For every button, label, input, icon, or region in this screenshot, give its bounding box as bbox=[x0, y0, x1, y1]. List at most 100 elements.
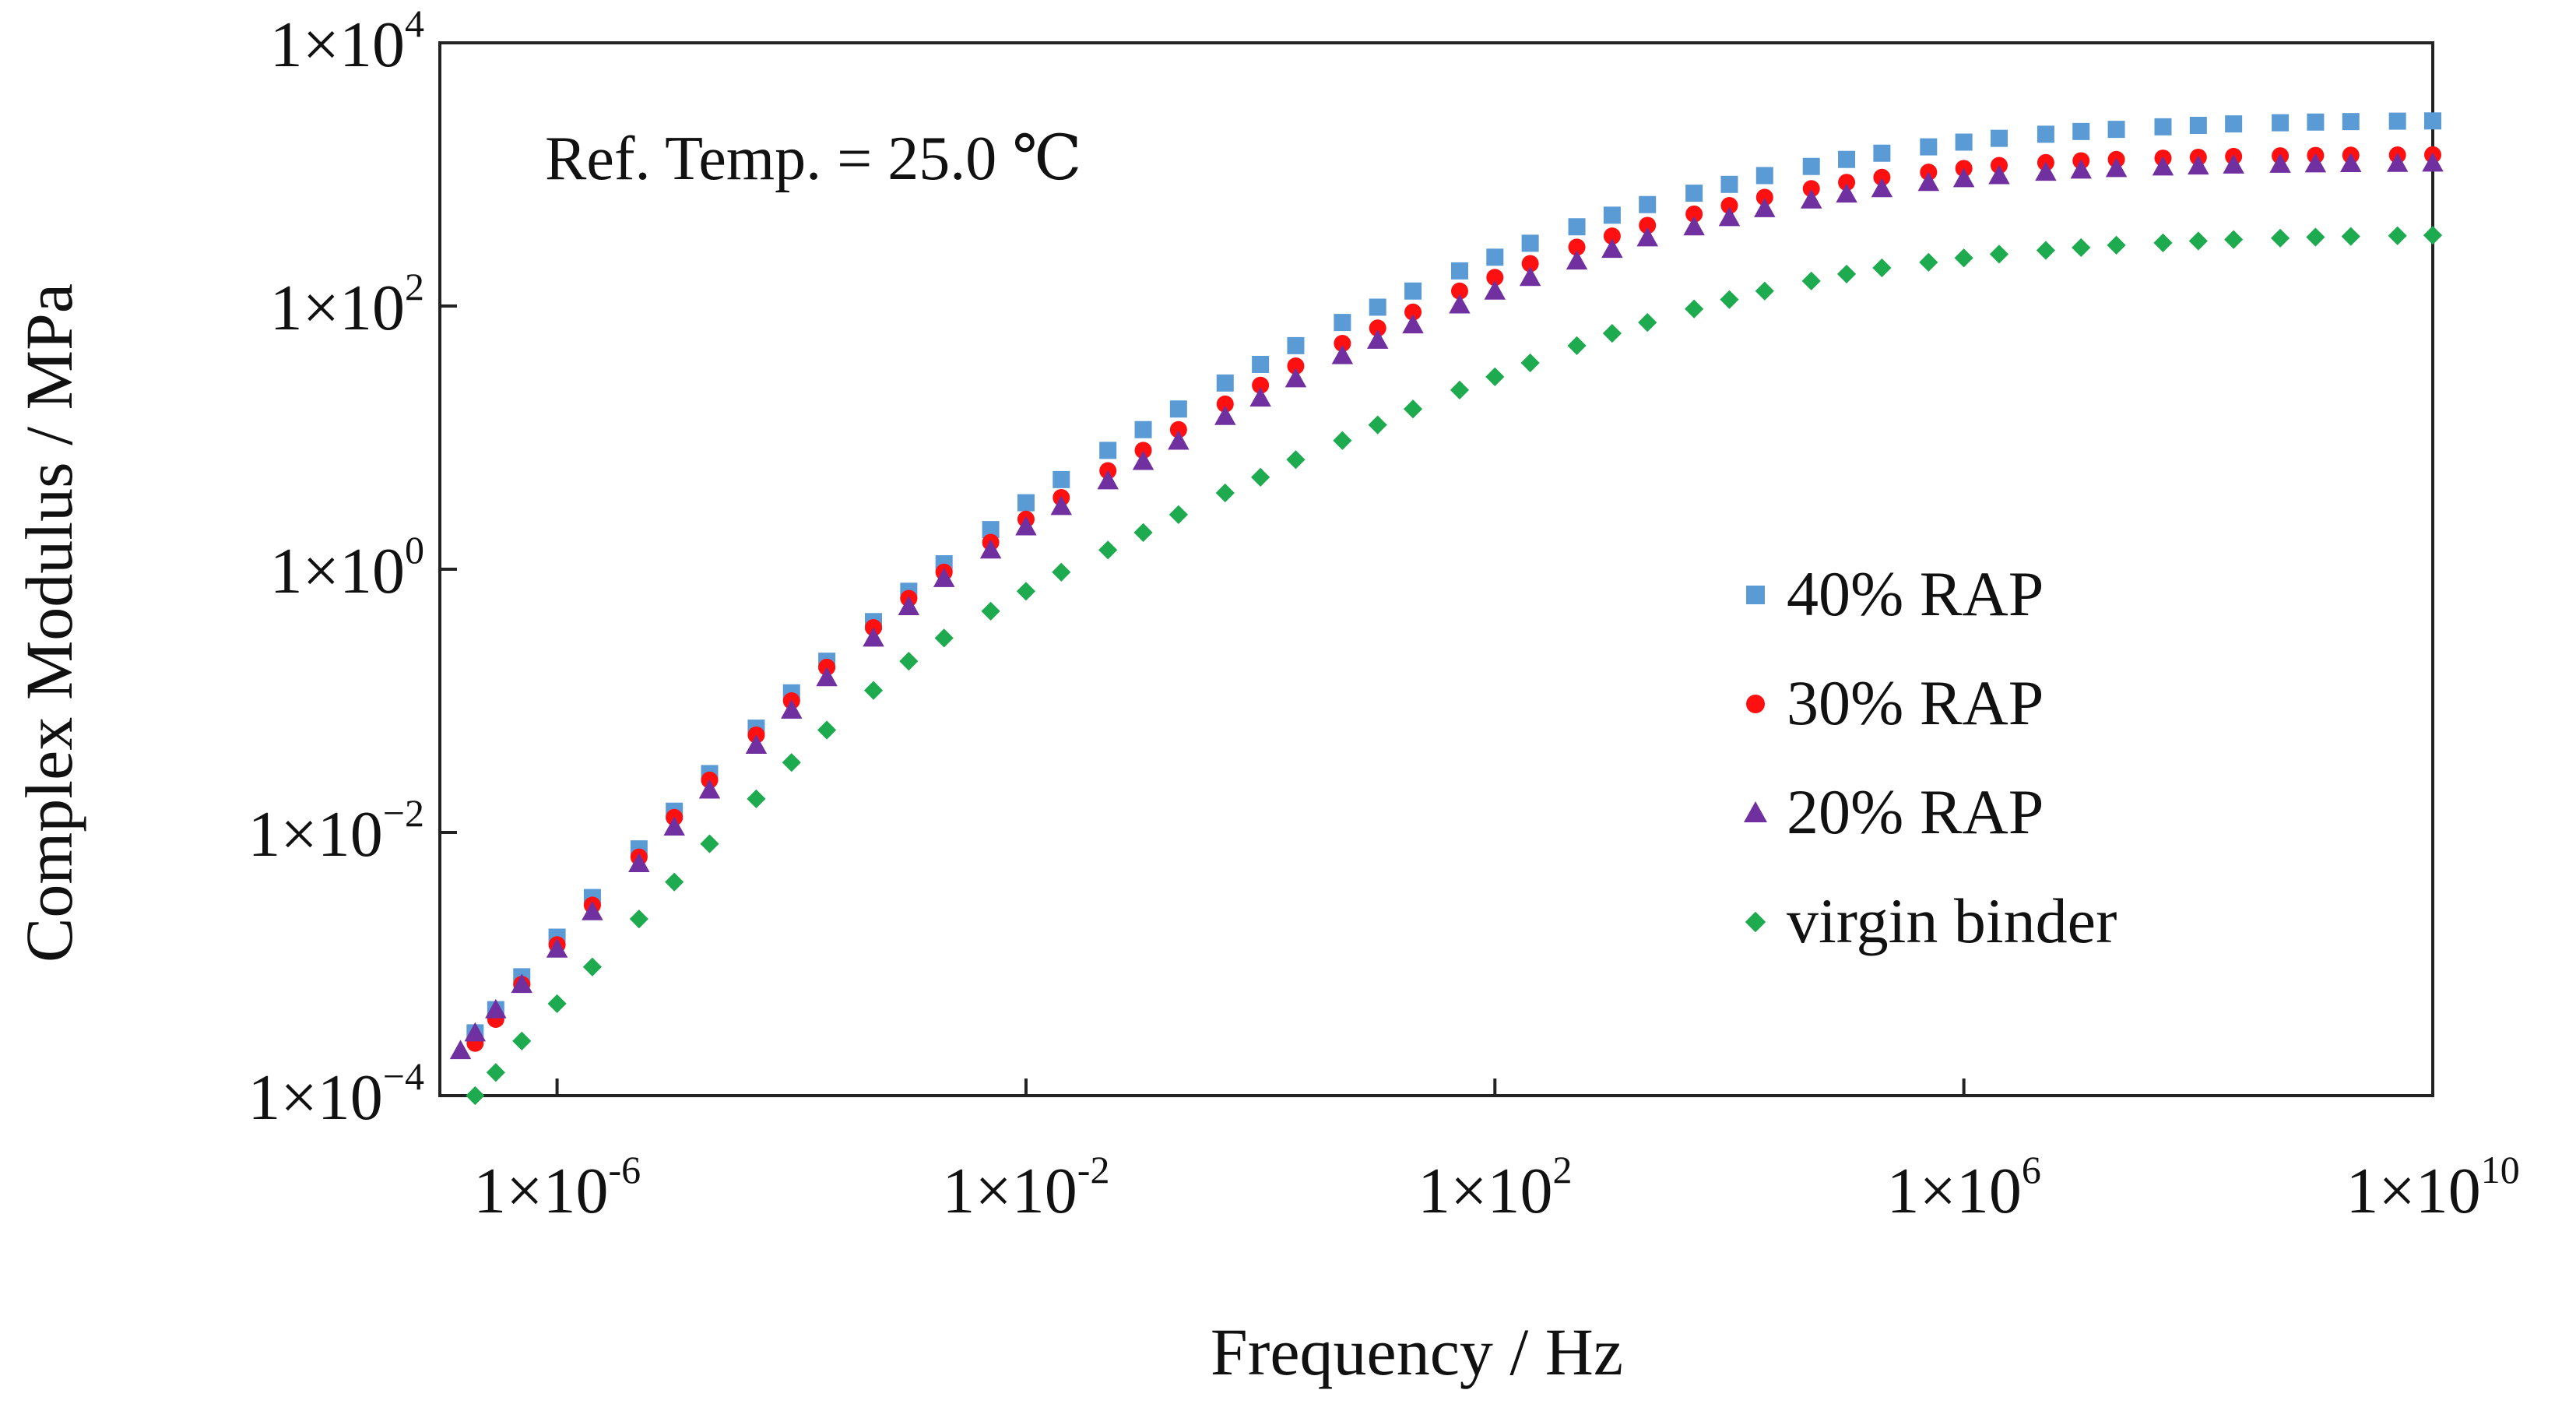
data-point bbox=[2035, 161, 2057, 181]
data-point bbox=[1568, 238, 1586, 256]
data-point bbox=[511, 973, 533, 994]
x-axis-title: Frequency / Hz bbox=[1211, 1314, 1623, 1389]
legend-marker bbox=[1745, 911, 1766, 933]
data-point bbox=[2306, 227, 2325, 247]
data-point bbox=[663, 816, 685, 836]
data-point bbox=[2188, 231, 2208, 251]
data-point bbox=[1521, 255, 1539, 273]
data-point bbox=[1520, 353, 1540, 373]
y-tick-label: 1×10−4 bbox=[248, 1054, 424, 1134]
data-point bbox=[1755, 188, 1773, 206]
data-point bbox=[1636, 227, 1658, 247]
data-point bbox=[1872, 258, 1892, 278]
data-point bbox=[1284, 368, 1307, 388]
data-point bbox=[2072, 122, 2090, 140]
data-point bbox=[485, 998, 507, 1019]
data-point bbox=[782, 753, 801, 772]
data-point bbox=[547, 994, 567, 1013]
data-point bbox=[781, 699, 803, 719]
data-point bbox=[982, 521, 1000, 539]
x-tick-label: 1×106 bbox=[1886, 1148, 2040, 1227]
data-point bbox=[2154, 118, 2172, 135]
data-point bbox=[1214, 405, 1236, 425]
data-point bbox=[628, 853, 650, 872]
data-point bbox=[1053, 470, 1070, 488]
data-point bbox=[546, 938, 568, 958]
data-point bbox=[933, 568, 955, 587]
data-point bbox=[2422, 152, 2444, 172]
y-tick-label: 1×10−2 bbox=[248, 791, 424, 871]
data-point bbox=[2225, 115, 2243, 133]
data-point bbox=[582, 957, 603, 976]
data-point bbox=[1801, 271, 1821, 290]
legend-label: 40% RAP bbox=[1787, 558, 2044, 629]
data-point bbox=[1638, 313, 1657, 333]
data-point bbox=[1098, 540, 1118, 560]
data-point bbox=[745, 734, 768, 754]
data-point bbox=[1366, 329, 1389, 349]
data-point bbox=[1720, 175, 1738, 193]
legend-label: 30% RAP bbox=[1787, 667, 2044, 738]
data-point bbox=[1134, 442, 1152, 459]
data-point bbox=[1369, 319, 1386, 337]
data-point bbox=[2386, 152, 2409, 172]
data-point bbox=[1368, 415, 1387, 435]
data-point bbox=[2072, 238, 2091, 258]
data-point bbox=[1334, 334, 1351, 352]
data-point bbox=[700, 834, 719, 853]
annotation-ref-temp: Ref. Temp. = 25.0 ℃ bbox=[545, 125, 1082, 193]
series-virgin-binder bbox=[466, 226, 2443, 1106]
data-point bbox=[1718, 206, 1741, 227]
data-point bbox=[1016, 582, 1036, 601]
data-point bbox=[1097, 470, 1119, 490]
data-point bbox=[898, 596, 920, 615]
data-point bbox=[1404, 282, 1422, 300]
data-point bbox=[816, 667, 838, 687]
data-point bbox=[1052, 562, 1071, 582]
data-point bbox=[2388, 112, 2406, 130]
data-point bbox=[1249, 387, 1271, 407]
plot-area bbox=[438, 41, 2434, 1097]
data-point bbox=[1685, 185, 1703, 202]
x-axis: 1×10-6 1×10-2 1×102 1×106 1×1010 bbox=[473, 1079, 2520, 1227]
data-point bbox=[2107, 235, 2126, 255]
data-point bbox=[2304, 153, 2327, 173]
data-point bbox=[2388, 226, 2407, 245]
data-point bbox=[466, 1086, 485, 1106]
data-point bbox=[1169, 505, 1188, 524]
data-point bbox=[449, 1040, 472, 1060]
y-tick-label: 1×104 bbox=[270, 2, 424, 81]
data-point bbox=[2307, 113, 2325, 131]
x-tick-label: 1×10-2 bbox=[942, 1148, 1109, 1227]
data-point bbox=[1099, 442, 1117, 459]
data-point bbox=[1251, 467, 1270, 487]
data-point bbox=[1521, 234, 1539, 252]
data-point bbox=[1568, 218, 1586, 236]
data-point bbox=[1952, 167, 1975, 188]
data-point bbox=[1287, 357, 1305, 375]
data-point bbox=[2070, 159, 2092, 179]
y-axis: 1×10−4 1×10−2 1×100 1×102 1×104 bbox=[248, 2, 457, 1134]
data-point bbox=[1168, 430, 1190, 450]
data-point bbox=[1050, 495, 1073, 516]
data-point bbox=[1755, 167, 1773, 185]
data-point bbox=[1334, 314, 1351, 332]
data-point bbox=[2152, 156, 2174, 176]
data-point bbox=[2107, 121, 2125, 139]
legend-label: virgin binder bbox=[1787, 885, 2117, 956]
data-point bbox=[1252, 376, 1270, 394]
data-point bbox=[1601, 238, 1623, 259]
data-point bbox=[2272, 114, 2290, 132]
data-point bbox=[1017, 494, 1035, 512]
data-point bbox=[747, 789, 766, 808]
data-point bbox=[1567, 336, 1587, 355]
data-point bbox=[1484, 280, 1506, 300]
data-point bbox=[979, 539, 1002, 559]
data-point bbox=[863, 627, 884, 647]
data-point bbox=[1449, 294, 1471, 314]
data-point bbox=[2269, 153, 2291, 173]
legend: 40% RAP 30% RAP 20% RAP virgin binder bbox=[1744, 558, 2117, 956]
data-point bbox=[1871, 178, 1893, 198]
data-point bbox=[665, 872, 684, 892]
